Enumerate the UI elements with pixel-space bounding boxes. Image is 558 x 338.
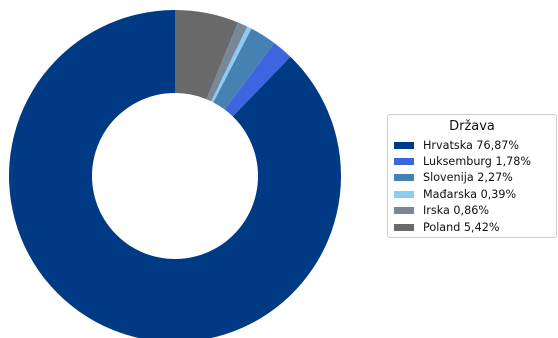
legend-swatch: [394, 174, 414, 182]
legend-entries: Hrvatska 76,87% Luksemburg 1,78% Slovenija…: [394, 137, 556, 235]
legend-title: Država: [449, 119, 495, 134]
donut-slices: [9, 10, 341, 338]
legend-label: Mađarska 0,39%: [423, 187, 517, 201]
slice-mađarska: [211, 26, 252, 103]
legend-entry: Luksemburg 1,78%: [394, 153, 556, 169]
slice-hrvatska: [9, 10, 341, 338]
legend-entry: Poland 5,42%: [394, 219, 556, 235]
slice-slovenija: [213, 28, 275, 110]
legend: Država Hrvatska 76,87% Luksemburg 1,78% Sl…: [387, 114, 557, 238]
legend-entry: Hrvatska 76,87%: [394, 137, 556, 153]
legend-swatch: [394, 207, 414, 215]
legend-swatch: [394, 223, 414, 231]
legend-label: Poland 5,42%: [423, 220, 500, 234]
legend-swatch: [394, 141, 414, 149]
slice-poland: [175, 10, 238, 100]
legend-entry: Irska 0,86%: [394, 203, 556, 219]
legend-swatch: [394, 158, 414, 166]
slice-luksemburg: [224, 42, 291, 117]
slice-irska: [206, 22, 248, 102]
legend-entry: Mađarska 0,39%: [394, 186, 556, 202]
legend-entry: Slovenija 2,27%: [394, 170, 556, 186]
legend-label: Slovenija 2,27%: [423, 171, 513, 185]
legend-label: Irska 0,86%: [423, 204, 489, 218]
legend-label: Hrvatska 76,87%: [423, 138, 520, 152]
legend-swatch: [394, 190, 414, 198]
legend-label: Luksemburg 1,78%: [423, 155, 532, 169]
